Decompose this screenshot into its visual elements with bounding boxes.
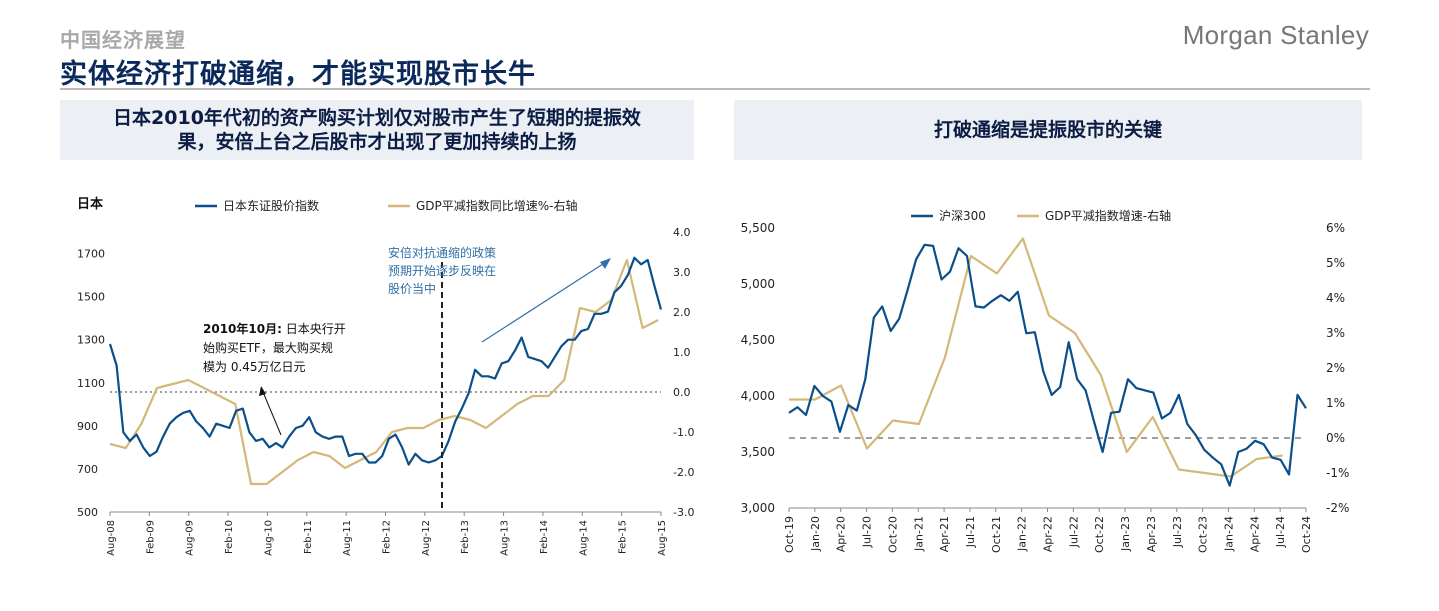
chart1-legend-label: GDP平减指数同比增速%-右轴 bbox=[416, 198, 578, 213]
chart2-right-tick-label: 6% bbox=[1326, 221, 1345, 235]
chart1-left-tick-label: 700 bbox=[77, 463, 98, 476]
chart2-index-series-line bbox=[788, 243, 1307, 487]
chart2-left-tick-label: 4,000 bbox=[741, 389, 775, 403]
chart2-x-tick-label: Oct-19 bbox=[783, 516, 796, 553]
left-panel-title-line1: 日本2010年代初的资产购买计划仅对股市产生了短期的提振效 bbox=[113, 107, 641, 129]
chart1-x-tick-label: Feb-10 bbox=[224, 520, 235, 554]
chart2-right-tick-label: 0% bbox=[1326, 431, 1345, 445]
chart2-x-tick-label: Apr-23 bbox=[1145, 516, 1158, 552]
chart2-left-tick-label: 3,500 bbox=[741, 445, 775, 459]
chart1-right-tick-label: 2.0 bbox=[673, 306, 691, 319]
chart1-index-series-line bbox=[108, 256, 663, 466]
chart2-right-tick-label: -2% bbox=[1326, 501, 1349, 515]
chart2-x-tick-label: Jan-23 bbox=[1119, 516, 1132, 552]
chart2-right-tick-label: 2% bbox=[1326, 361, 1345, 375]
right-panel-header: 打破通缩是提振股市的关键 bbox=[734, 100, 1362, 160]
report-supertitle: 中国经济展望 bbox=[60, 28, 186, 52]
chart1-trend-arrow bbox=[481, 261, 607, 343]
chart2-x-tick-label: Jul-22 bbox=[1067, 516, 1080, 548]
chart1-x-tick-label: Feb-12 bbox=[382, 520, 393, 554]
chart2-x-tick-label: Apr-24 bbox=[1248, 516, 1261, 552]
chart2-x-tick-label: Oct-21 bbox=[990, 516, 1003, 553]
chart2-deflator-series-line bbox=[789, 237, 1283, 478]
chart2-left-tick-label: 5,000 bbox=[741, 277, 775, 291]
chart1-right-tick-label: -1.0 bbox=[673, 426, 694, 439]
chart1-x-tick-label: Aug-12 bbox=[421, 520, 432, 556]
chart1-abe-annotation-line3: 股价当中 bbox=[388, 281, 436, 296]
chart1-boj-arrow bbox=[262, 391, 282, 436]
chart2-x-tick-label: Jan-24 bbox=[1222, 516, 1235, 552]
chart1-x-tick-label: Feb-09 bbox=[145, 520, 156, 554]
morgan-stanley-logo: Morgan Stanley bbox=[1182, 20, 1369, 50]
chart2-legend-label: 沪深300 bbox=[939, 209, 986, 223]
chart2-left-tick-label: 5,500 bbox=[741, 221, 775, 235]
title-divider bbox=[60, 88, 1370, 90]
chart2-x-tick-label: Jul-23 bbox=[1171, 516, 1184, 548]
right-panel-title: 打破通缩是提振股市的关键 bbox=[933, 119, 1162, 141]
chart1-trend-arrowhead bbox=[600, 258, 611, 269]
chart2-x-tick-label: Oct-20 bbox=[886, 516, 899, 553]
chart1-x-tick-label: Aug-10 bbox=[263, 520, 274, 556]
chart2-x-tick-label: Oct-22 bbox=[1093, 516, 1106, 553]
chart1-x-tick-label: Feb-11 bbox=[303, 520, 314, 554]
chart1-boj-annotation-line1: 2010年10月: 日本央行开 bbox=[203, 321, 346, 336]
chart1-x-tick-label: Aug-14 bbox=[578, 520, 589, 556]
chart1-right-tick-label: 0.0 bbox=[673, 386, 691, 399]
chart1-x-tick-label: Feb-13 bbox=[460, 520, 471, 554]
chart1-legend-label: 日本东证股价指数 bbox=[223, 198, 319, 213]
chart2-x-tick-label: Oct-23 bbox=[1197, 516, 1210, 553]
chart1-left-tick-label: 1100 bbox=[77, 377, 105, 390]
chart2-x-tick-label: Jul-20 bbox=[861, 516, 874, 548]
chart2-left-tick-label: 3,000 bbox=[741, 501, 775, 515]
chart2-x-tick-label: Apr-21 bbox=[938, 516, 951, 552]
chart1-x-tick-label: Feb-15 bbox=[618, 520, 629, 554]
chart1-boj-annotation-text: 日本央行开 bbox=[282, 322, 346, 336]
chart2-right-tick-label: 4% bbox=[1326, 291, 1345, 305]
chart1-x-tick-label: Aug-11 bbox=[342, 520, 353, 556]
chart1-right-tick-label: 4.0 bbox=[673, 226, 691, 239]
left-panel-title-line2: 果，安倍上台之后股市才出现了更加持续的上扬 bbox=[177, 131, 577, 153]
chart2-x-tick-label: Jan-22 bbox=[1016, 516, 1029, 552]
chart2-x-tick-label: Jan-20 bbox=[809, 516, 822, 552]
chart1-title: 日本 bbox=[77, 196, 103, 212]
chart1-x-tick-label: Aug-13 bbox=[500, 520, 511, 556]
chart2-x-tick-label: Jan-21 bbox=[912, 516, 925, 552]
chart1-boj-arrowhead bbox=[259, 386, 266, 396]
chart2-x-tick-label: Apr-20 bbox=[835, 516, 848, 552]
chart1-boj-annotation-date: 2010年10月: bbox=[203, 321, 282, 336]
chart1-abe-annotation-line1: 安倍对抗通缩的政策 bbox=[388, 245, 496, 260]
chart1-x-tick-label: Aug-15 bbox=[657, 520, 668, 556]
chart1-left-tick-label: 1700 bbox=[77, 248, 105, 261]
chart1-left-tick-label: 500 bbox=[77, 506, 98, 519]
chart2-x-tick-label: Jul-21 bbox=[964, 516, 977, 548]
chart1-right-tick-label: 1.0 bbox=[673, 346, 691, 359]
chart2-right-tick-label: 3% bbox=[1326, 326, 1345, 340]
chart2-x-tick-label: Apr-22 bbox=[1042, 516, 1055, 552]
chart1-right-tick-label: -2.0 bbox=[673, 466, 694, 479]
chart2-x-tick-label: Oct-24 bbox=[1300, 516, 1313, 553]
chart1-x-tick-label: Aug-08 bbox=[106, 520, 117, 556]
chart1-left-tick-label: 900 bbox=[77, 420, 98, 433]
chart2-legend-label: GDP平减指数增速-右轴 bbox=[1045, 208, 1171, 223]
page-title: 实体经济打破通缩，才能实现股市长牛 bbox=[60, 59, 536, 90]
chart1-boj-annotation-line3: 模为 0.45万亿日元 bbox=[203, 359, 306, 374]
chart2-left-tick-label: 4,500 bbox=[741, 333, 775, 347]
chart1-left-tick-label: 1300 bbox=[77, 334, 105, 347]
chart2-x-tick-label: Jul-24 bbox=[1274, 516, 1287, 548]
chart1-x-tick-label: Aug-09 bbox=[185, 520, 196, 556]
chart1-boj-annotation-line2: 始购买ETF，最大购买规 bbox=[203, 340, 333, 355]
left-panel-header: 日本2010年代初的资产购买计划仅对股市产生了短期的提振效 果，安倍上台之后股市… bbox=[60, 100, 694, 160]
chart1-x-tick-label: Feb-14 bbox=[539, 520, 550, 554]
chart1-deflator-series-line bbox=[109, 258, 659, 486]
chart2-right-tick-label: 1% bbox=[1326, 396, 1345, 410]
chart2-right-tick-label: 5% bbox=[1326, 256, 1345, 270]
chart2-right-tick-label: -1% bbox=[1326, 466, 1349, 480]
chart1-right-tick-label: -3.0 bbox=[673, 506, 694, 519]
chart1-left-tick-label: 1500 bbox=[77, 291, 105, 304]
chart1-right-tick-label: 3.0 bbox=[673, 266, 691, 279]
chart1-abe-annotation-line2: 预期开始逐步反映在 bbox=[388, 264, 496, 278]
